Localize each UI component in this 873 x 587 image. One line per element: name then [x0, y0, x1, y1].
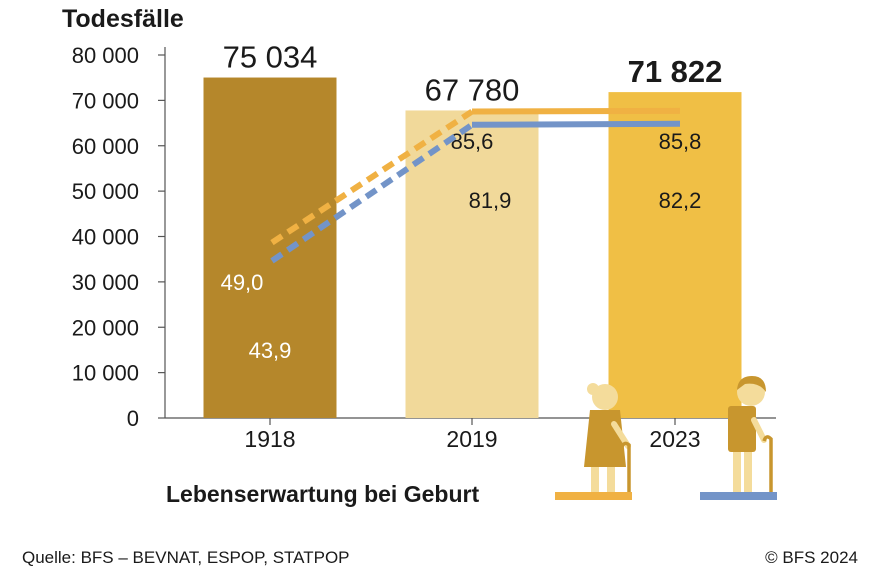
source-note: Quelle: BFS – BEVNAT, ESPOP, STATPOP [22, 548, 350, 567]
bar-value-label: 67 780 [425, 72, 520, 107]
life-expectancy-label: 82,2 [659, 188, 702, 213]
bar-2023 [608, 92, 742, 419]
legend-title: Lebenserwartung bei Geburt [166, 481, 479, 507]
y-tick-label: 50 000 [72, 179, 139, 204]
life-line-segment-dashed [270, 122, 474, 264]
y-tick-label: 10 000 [72, 361, 139, 386]
y-axis: 0 10 000 20 000 30 000 40 000 50 000 60 000 70 … [72, 43, 165, 431]
life-line-segment-dashed [270, 109, 474, 246]
bars: 75 034 67 780 71 822 [203, 40, 742, 419]
life-expectancy-label: 85,8 [659, 129, 702, 154]
y-tick-label: 70 000 [72, 88, 139, 113]
copyright: © BFS 2024 [765, 548, 858, 567]
legend-swatch-male [700, 492, 777, 500]
death-chart: Todesfälle 0 10 000 20 000 30 000 40 000 50 0… [62, 5, 777, 507]
bar-1918 [203, 77, 337, 418]
life-expectancy-lines: 49,0 85,6 85,8 43,9 81,9 82,2 [221, 107, 702, 363]
life-line-segment-solid [471, 107, 681, 115]
y-tick-label: 40 000 [72, 225, 139, 250]
y-tick-label: 0 [127, 406, 139, 431]
elderly-man-icon [728, 376, 773, 494]
elderly-woman-icon [584, 383, 631, 497]
x-tick-label: 2023 [649, 426, 700, 452]
life-line-segment-solid [471, 120, 681, 128]
bar-value-label: 75 034 [223, 40, 318, 75]
y-tick-label: 30 000 [72, 270, 139, 295]
x-tick-label: 2019 [446, 426, 497, 452]
bar-value-label: 71 822 [628, 54, 723, 89]
life-expectancy-label: 85,6 [451, 129, 494, 154]
y-tick-label: 60 000 [72, 134, 139, 159]
life-expectancy-label: 81,9 [469, 188, 512, 213]
y-tick-label: 80 000 [72, 43, 139, 68]
life-expectancy-label: 49,0 [221, 270, 264, 295]
x-tick-label: 1918 [244, 426, 295, 452]
bar-2019 [405, 110, 539, 419]
legend-swatch-female [555, 492, 632, 500]
life-expectancy-label: 43,9 [249, 338, 292, 363]
x-axis: 1918 2019 2023 [244, 418, 701, 452]
y-tick-label: 20 000 [72, 315, 139, 340]
chart-title: Todesfälle [62, 5, 184, 33]
